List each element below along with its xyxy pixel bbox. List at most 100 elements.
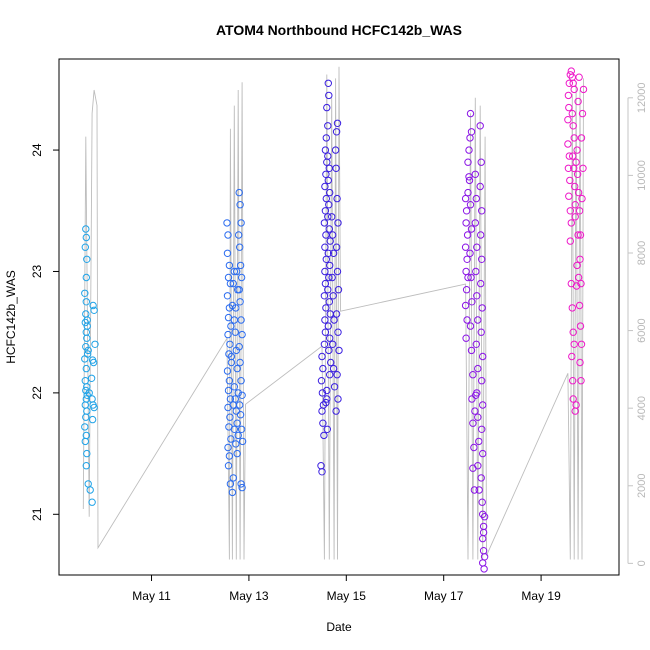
data-point bbox=[223, 219, 231, 227]
data-point bbox=[236, 201, 244, 209]
data-point bbox=[234, 286, 242, 294]
data-point bbox=[233, 449, 241, 458]
data-point bbox=[229, 401, 238, 409]
data-point bbox=[226, 480, 235, 488]
data-point bbox=[83, 383, 91, 391]
data-point bbox=[224, 462, 233, 470]
data-point bbox=[236, 261, 245, 270]
data-point bbox=[466, 109, 475, 118]
data-point bbox=[318, 468, 326, 476]
data-point bbox=[477, 279, 485, 288]
data-point bbox=[573, 146, 581, 154]
data-point bbox=[227, 322, 235, 330]
data-point bbox=[237, 273, 246, 282]
data-point bbox=[572, 282, 581, 290]
chart-title: ATOM4 Northbound HCFC142b_WAS bbox=[216, 22, 462, 38]
data-point bbox=[328, 273, 336, 282]
data-point bbox=[477, 231, 485, 239]
data-point bbox=[574, 273, 583, 282]
series-2 bbox=[223, 188, 247, 497]
data-point bbox=[83, 334, 91, 342]
data-point bbox=[571, 201, 579, 209]
data-point bbox=[237, 219, 245, 227]
series-4 bbox=[461, 109, 489, 573]
y-axis-label: HCFC142b_WAS bbox=[4, 270, 18, 364]
data-point bbox=[226, 340, 234, 348]
data-point bbox=[574, 188, 583, 197]
data-point bbox=[466, 322, 475, 330]
data-point bbox=[577, 279, 585, 288]
data-point bbox=[478, 304, 486, 312]
data-point bbox=[324, 79, 332, 88]
data-point bbox=[232, 304, 240, 312]
data-point bbox=[88, 415, 97, 424]
data-point bbox=[81, 423, 89, 431]
data-point bbox=[91, 340, 99, 348]
x-tick-label: May 13 bbox=[229, 589, 269, 603]
data-point bbox=[463, 255, 471, 263]
series-1 bbox=[81, 225, 99, 506]
data-point bbox=[89, 358, 98, 367]
y2-tick-label: 2000 bbox=[636, 474, 648, 498]
data-point bbox=[465, 176, 474, 185]
data-point bbox=[223, 292, 232, 300]
data-point bbox=[321, 316, 329, 324]
data-point bbox=[480, 565, 488, 573]
data-point bbox=[89, 301, 97, 310]
data-point bbox=[320, 292, 329, 300]
data-point bbox=[224, 443, 232, 452]
data-point bbox=[323, 386, 331, 395]
data-point bbox=[324, 286, 332, 294]
data-point bbox=[318, 352, 326, 361]
series-3 bbox=[317, 79, 343, 476]
data-point bbox=[463, 316, 471, 324]
data-point bbox=[571, 182, 579, 191]
data-point bbox=[232, 440, 240, 448]
data-point bbox=[579, 85, 588, 94]
data-point bbox=[469, 419, 477, 427]
data-point bbox=[329, 364, 338, 373]
data-point bbox=[472, 340, 480, 348]
data-point bbox=[326, 261, 334, 270]
data-point bbox=[329, 292, 337, 300]
data-point bbox=[463, 231, 472, 239]
data-point bbox=[329, 340, 337, 348]
data-point bbox=[467, 273, 475, 282]
data-point bbox=[476, 122, 484, 130]
data-point bbox=[576, 322, 585, 330]
data-point bbox=[566, 237, 574, 245]
data-point bbox=[334, 395, 342, 403]
y-tick-label: 22 bbox=[30, 386, 44, 400]
axes-layer: May 11 May 13 May 15 May 17 May 19 21 22 23 24 0 2… bbox=[30, 83, 648, 603]
data-point bbox=[572, 158, 580, 166]
data-point bbox=[578, 109, 587, 118]
data-point bbox=[476, 182, 484, 191]
data-point bbox=[238, 391, 246, 399]
data-point bbox=[325, 225, 333, 233]
data-point bbox=[480, 513, 489, 521]
data-point bbox=[333, 194, 341, 203]
data-point bbox=[575, 301, 584, 310]
data-point bbox=[320, 219, 329, 227]
data-point bbox=[321, 267, 329, 276]
y-tick-label: 21 bbox=[30, 507, 44, 521]
data-point bbox=[568, 109, 576, 118]
data-point bbox=[318, 407, 326, 415]
data-point bbox=[575, 73, 583, 81]
data-point bbox=[565, 103, 573, 112]
data-point bbox=[83, 255, 91, 263]
data-point bbox=[321, 279, 330, 288]
data-point bbox=[477, 158, 485, 166]
data-point bbox=[320, 431, 328, 440]
data-point bbox=[462, 334, 470, 342]
data-point bbox=[238, 483, 246, 492]
data-point bbox=[224, 330, 232, 339]
data-point bbox=[232, 407, 241, 415]
data-point bbox=[470, 443, 478, 452]
data-point bbox=[230, 383, 239, 391]
data-point bbox=[471, 407, 479, 415]
data-point bbox=[569, 122, 577, 130]
data-point bbox=[332, 243, 341, 251]
data-point bbox=[322, 398, 330, 407]
data-point bbox=[566, 71, 574, 79]
